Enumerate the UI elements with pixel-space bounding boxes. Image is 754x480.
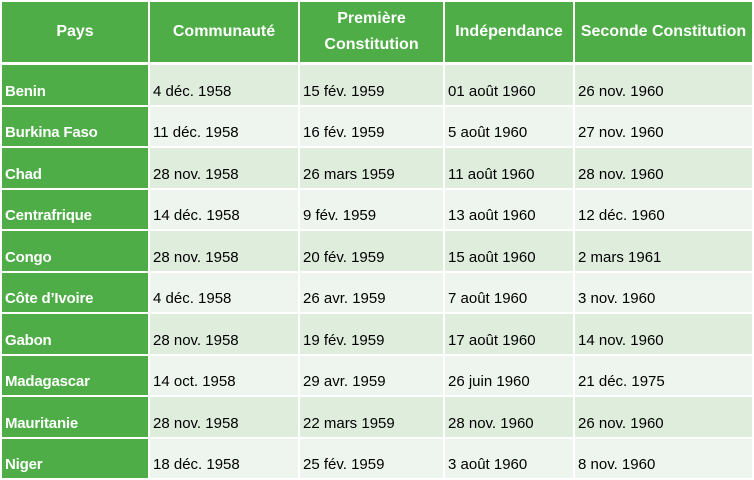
cell-country: Mauritanie — [2, 397, 150, 439]
constitution-dates-table-container: Pays Communauté Première Constitution In… — [2, 2, 752, 428]
cell-communaute: 28 nov. 1958 — [150, 397, 300, 439]
cell-communaute: 11 déc. 1958 — [150, 107, 300, 149]
cell-communaute: 18 déc. 1958 — [150, 439, 300, 480]
cell-independance: 28 nov. 1960 — [445, 397, 575, 439]
header-pays: Pays — [2, 2, 150, 65]
cell-independance: 5 août 1960 — [445, 107, 575, 149]
cell-seconde-constitution: 28 nov. 1960 — [575, 148, 752, 190]
cell-country: Côte d’Ivoire — [2, 273, 150, 315]
cell-premiere-constitution: 25 fév. 1959 — [300, 439, 445, 480]
header-premiere-constitution: Première Constitution — [300, 2, 445, 65]
cell-seconde-constitution: 12 déc. 1960 — [575, 190, 752, 232]
cell-communaute: 4 déc. 1958 — [150, 65, 300, 107]
cell-premiere-constitution: 19 fév. 1959 — [300, 314, 445, 356]
table-header: Pays Communauté Première Constitution In… — [2, 2, 752, 65]
cell-seconde-constitution: 27 nov. 1960 — [575, 107, 752, 149]
cell-communaute: 28 nov. 1958 — [150, 231, 300, 273]
cell-independance: 17 août 1960 — [445, 314, 575, 356]
cell-premiere-constitution: 9 fév. 1959 — [300, 190, 445, 232]
cell-premiere-constitution: 26 mars 1959 — [300, 148, 445, 190]
cell-independance: 13 août 1960 — [445, 190, 575, 232]
header-independance: Indépendance — [445, 2, 575, 65]
cell-independance: 11 août 1960 — [445, 148, 575, 190]
cell-seconde-constitution: 3 nov. 1960 — [575, 273, 752, 315]
cell-country: Niger — [2, 439, 150, 480]
cell-country: Centrafrique — [2, 190, 150, 232]
cell-premiere-constitution: 16 fév. 1959 — [300, 107, 445, 149]
cell-independance: 26 juin 1960 — [445, 356, 575, 398]
cell-country: Congo — [2, 231, 150, 273]
cell-country: Madagascar — [2, 356, 150, 398]
header-row: Pays Communauté Première Constitution In… — [2, 2, 752, 65]
cell-country: Gabon — [2, 314, 150, 356]
header-communaute: Communauté — [150, 2, 300, 65]
cell-independance: 15 août 1960 — [445, 231, 575, 273]
cell-premiere-constitution: 29 avr. 1959 — [300, 356, 445, 398]
cell-independance: 7 août 1960 — [445, 273, 575, 315]
cell-premiere-constitution: 15 fév. 1959 — [300, 65, 445, 107]
cell-seconde-constitution: 26 nov. 1960 — [575, 397, 752, 439]
cell-seconde-constitution: 14 nov. 1960 — [575, 314, 752, 356]
cell-communaute: 14 oct. 1958 — [150, 356, 300, 398]
cell-premiere-constitution: 26 avr. 1959 — [300, 273, 445, 315]
cell-country: Burkina Faso — [2, 107, 150, 149]
cell-communaute: 14 déc. 1958 — [150, 190, 300, 232]
cell-communaute: 4 déc. 1958 — [150, 273, 300, 315]
cell-country: Benin — [2, 65, 150, 107]
header-seconde-constitution: Seconde Constitution — [575, 2, 752, 65]
cell-independance: 01 août 1960 — [445, 65, 575, 107]
cell-communaute: 28 nov. 1958 — [150, 148, 300, 190]
cell-country: Chad — [2, 148, 150, 190]
cell-communaute: 28 nov. 1958 — [150, 314, 300, 356]
cell-independance: 3 août 1960 — [445, 439, 575, 480]
cell-premiere-constitution: 20 fév. 1959 — [300, 231, 445, 273]
cell-premiere-constitution: 22 mars 1959 — [300, 397, 445, 439]
cell-seconde-constitution: 26 nov. 1960 — [575, 65, 752, 107]
cell-seconde-constitution: 8 nov. 1960 — [575, 439, 752, 480]
cell-seconde-constitution: 2 mars 1961 — [575, 231, 752, 273]
cell-seconde-constitution: 21 déc. 1975 — [575, 356, 752, 398]
